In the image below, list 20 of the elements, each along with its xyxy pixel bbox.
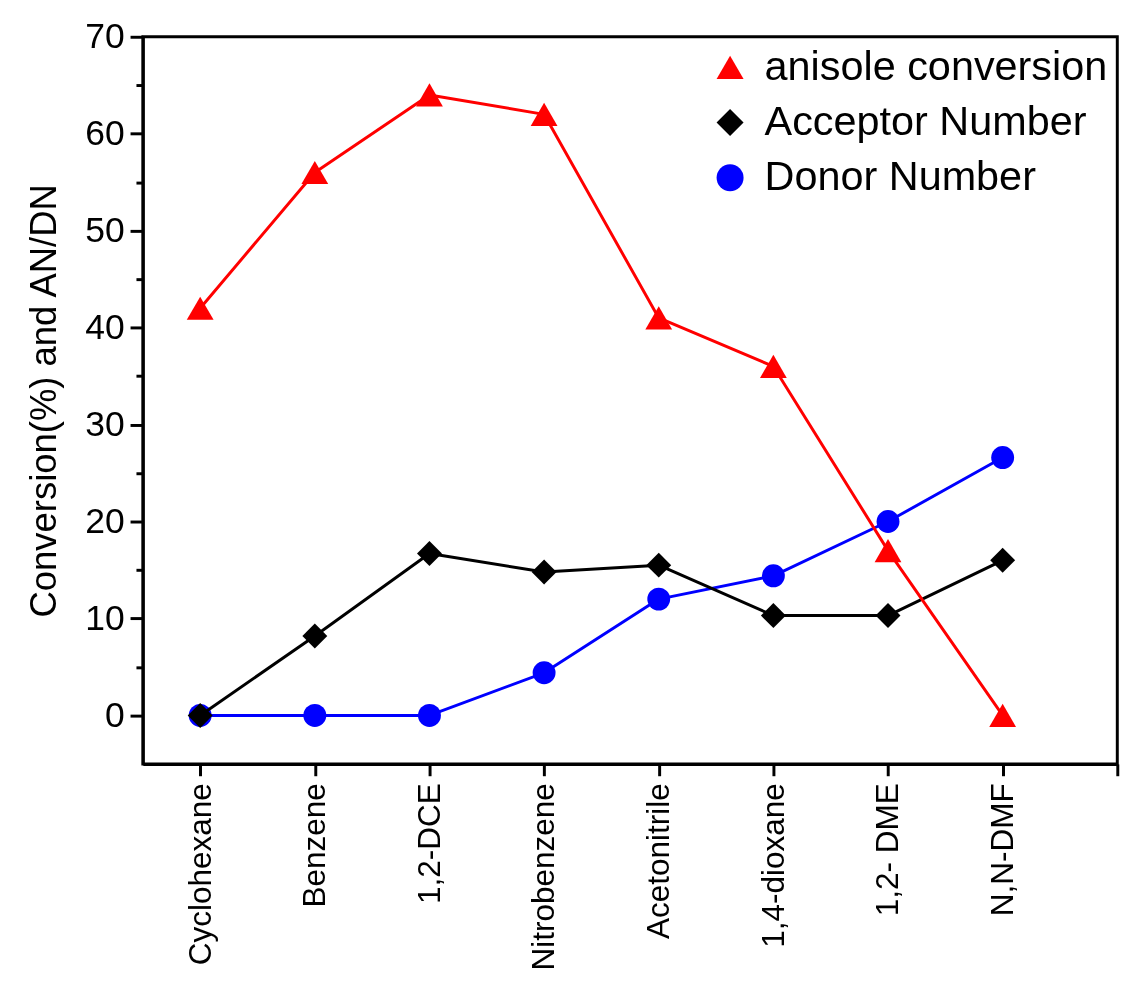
legend-label: anisole conversion bbox=[764, 43, 1108, 90]
x-tick-label: Nitrobenzene bbox=[525, 783, 562, 971]
y-tick-label: 20 bbox=[85, 500, 125, 541]
y-tick-label: 70 bbox=[85, 16, 125, 57]
y-tick-label: 0 bbox=[104, 694, 125, 735]
y-tick-label: 30 bbox=[85, 403, 125, 444]
y-tick-label: 40 bbox=[85, 306, 125, 347]
x-tick-label: 1,4-dioxane bbox=[754, 783, 791, 948]
x-tick-label: N,N-DMF bbox=[984, 783, 1020, 917]
x-tick-label: Cyclohexane bbox=[181, 783, 218, 966]
y-axis-title: Conversion(%) and AN/DN bbox=[22, 184, 64, 618]
x-tick-label: Benzene bbox=[296, 783, 333, 908]
x-tick-label: 1,2- DME bbox=[869, 783, 906, 917]
y-tick-label: 60 bbox=[85, 113, 125, 154]
y-tick-label: 50 bbox=[85, 210, 125, 251]
x-tick-label: 1,2-DCE bbox=[410, 783, 447, 904]
legend-label: Acceptor Number bbox=[764, 98, 1087, 145]
x-tick-label: Acetonitrile bbox=[640, 783, 677, 940]
y-tick-label: 10 bbox=[85, 597, 125, 638]
legend-label: Donor Number bbox=[764, 153, 1037, 200]
